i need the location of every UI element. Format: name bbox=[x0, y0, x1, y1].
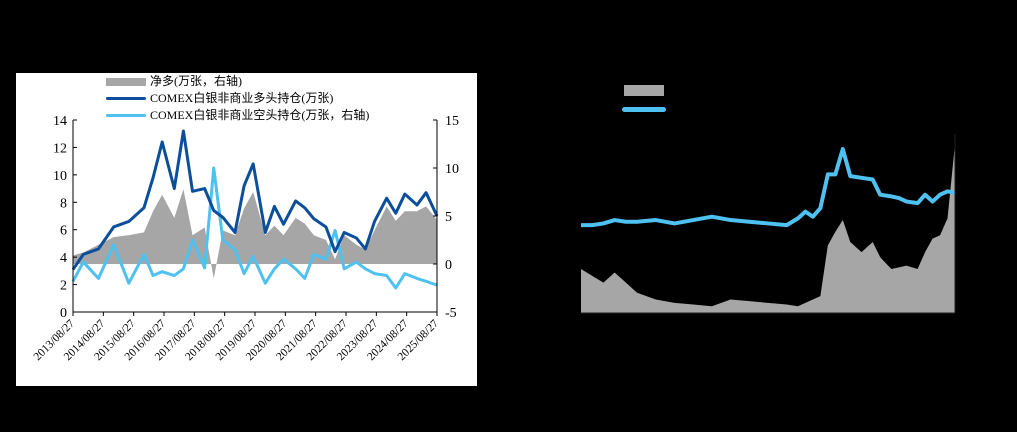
legend-item-short: COMEX白银非商业空头持仓(万张，右轴) bbox=[106, 107, 369, 124]
long-position-line bbox=[71, 129, 439, 271]
y-left-tick-label: 10 bbox=[53, 169, 67, 184]
right-legend-line-swatch bbox=[622, 107, 666, 112]
y-right-tick-label: 5 bbox=[445, 210, 452, 225]
y-left-tick-label: 14 bbox=[53, 114, 67, 129]
net-long-area bbox=[73, 189, 437, 279]
y-left-tick-label: 6 bbox=[60, 224, 67, 239]
legend-item-long: COMEX白银非商业多头持仓(万张) bbox=[106, 90, 369, 107]
short-swatch bbox=[106, 114, 146, 117]
y-right-tick-label: -5 bbox=[445, 306, 457, 321]
legend-label-long: COMEX白银非商业多头持仓(万张) bbox=[150, 91, 334, 105]
y-right-tick-label: 0 bbox=[445, 258, 452, 273]
y-left-tick-label: 12 bbox=[53, 141, 67, 156]
right-chart-plot bbox=[581, 85, 956, 314]
y-right-tick-label: 15 bbox=[445, 114, 459, 129]
left-chart-panel: 净多(万张，右轴) COMEX白银非商业多头持仓(万张) COMEX白银非商业空… bbox=[16, 73, 477, 386]
right-line-series bbox=[581, 147, 956, 228]
y-left-tick-label: 8 bbox=[60, 196, 67, 211]
y-right-tick-label: 10 bbox=[445, 162, 459, 177]
chart-legend: 净多(万张，右轴) COMEX白银非商业多头持仓(万张) COMEX白银非商业空… bbox=[106, 73, 369, 124]
y-left-tick-label: 0 bbox=[60, 306, 67, 321]
legend-label-net-long: 净多(万张，右轴) bbox=[150, 74, 242, 88]
right-chart-panel bbox=[520, 40, 1000, 400]
left-chart-plot: 14121086420151050-52013/08/272014/08/272… bbox=[32, 114, 459, 363]
short-position-line bbox=[71, 166, 438, 290]
net-long-swatch bbox=[106, 77, 146, 86]
y-left-tick-label: 2 bbox=[60, 279, 67, 294]
right-area-series bbox=[581, 144, 955, 313]
right-legend-area-swatch bbox=[624, 85, 664, 96]
long-swatch bbox=[106, 97, 146, 100]
y-left-tick-label: 4 bbox=[60, 251, 67, 266]
legend-item-net-long: 净多(万张，右轴) bbox=[106, 73, 369, 90]
legend-label-short: COMEX白银非商业空头持仓(万张，右轴) bbox=[150, 108, 370, 122]
